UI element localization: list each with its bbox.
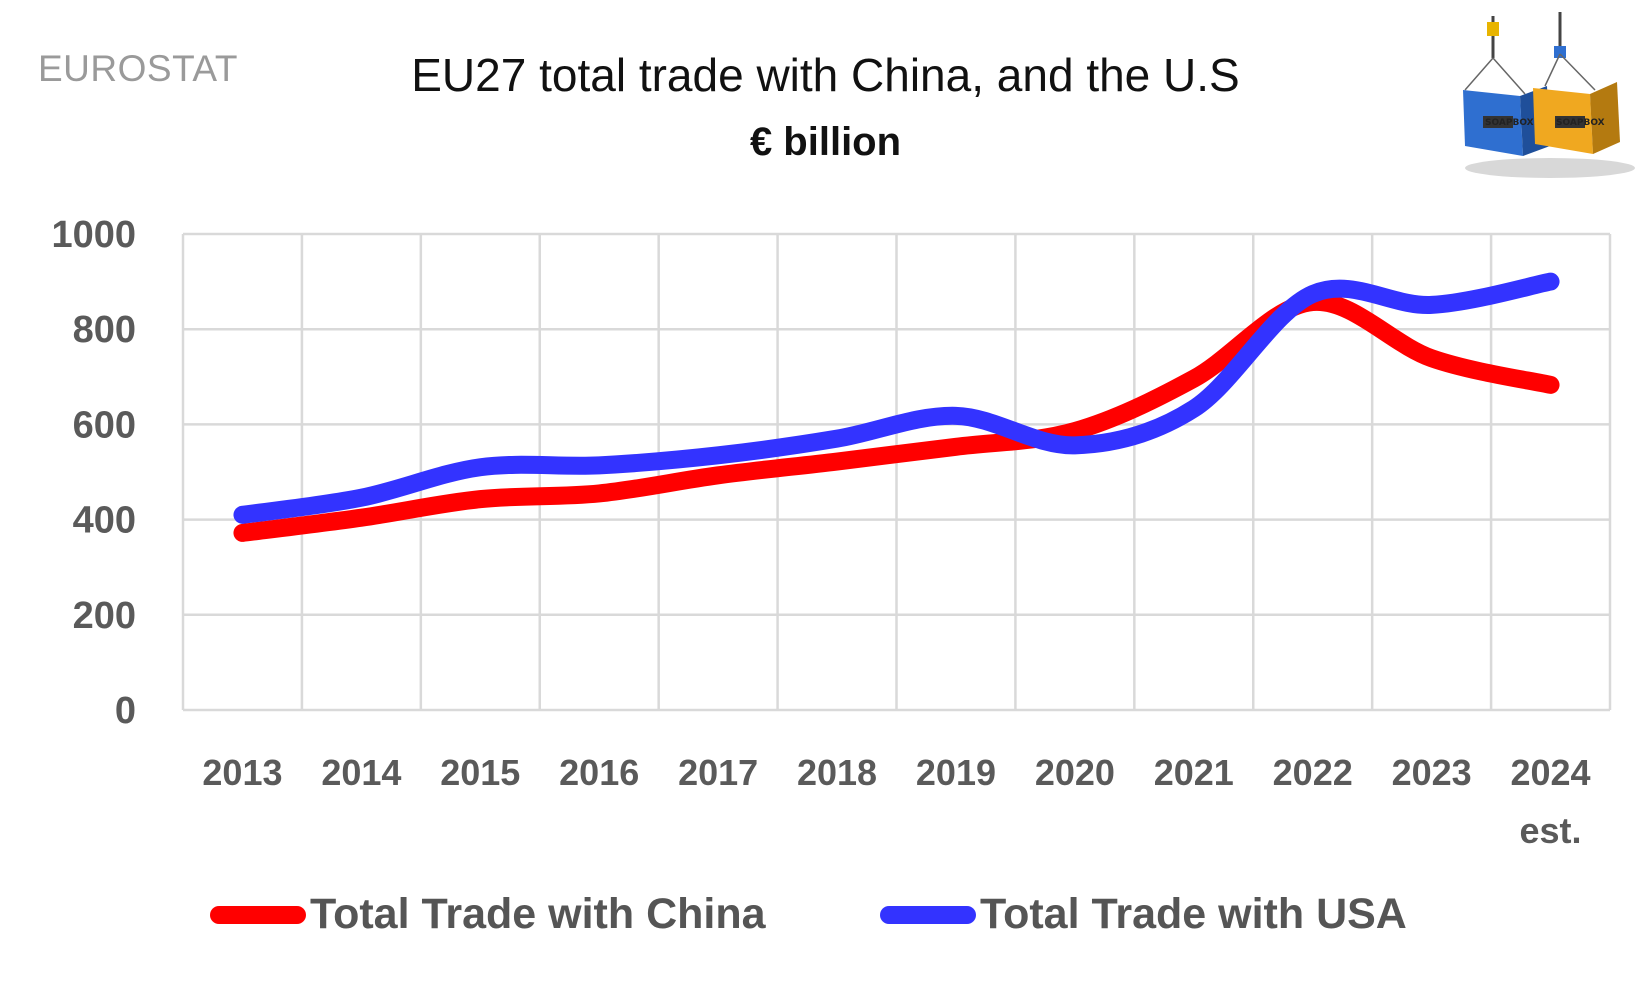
legend-swatch-china: [210, 905, 306, 924]
data-point-usa: [598, 464, 600, 466]
data-point-china: [1074, 430, 1076, 432]
series-line-china: [233, 293, 1560, 542]
x-tick-label: 2018: [797, 752, 877, 793]
series-lines: [233, 272, 1560, 542]
data-point-china: [955, 446, 957, 448]
y-tick-label: 600: [73, 404, 136, 446]
y-tick-label: 800: [73, 309, 136, 351]
data-point-usa: [241, 514, 243, 516]
data-point-china: [717, 474, 719, 476]
legend-item-china: Total Trade with China: [210, 890, 766, 939]
logo-text-left: SOAPBOX: [1485, 118, 1534, 128]
x-tick-label: 2020: [1035, 752, 1115, 793]
legend: Total Trade with China Total Trade with …: [0, 890, 1651, 950]
data-point-usa: [955, 415, 957, 417]
data-point-china: [241, 532, 243, 534]
data-point-china: [598, 492, 600, 494]
x-tick-label: 2021: [1154, 752, 1234, 793]
data-point-usa: [1431, 304, 1433, 306]
x-tick-label: 2013: [202, 752, 282, 793]
x-tick-label: 2023: [1392, 752, 1472, 793]
data-point-china: [836, 461, 838, 463]
data-point-usa: [479, 466, 481, 468]
data-point-usa: [1312, 293, 1314, 295]
data-point-china: [1550, 384, 1552, 386]
data-point-usa: [717, 454, 719, 456]
legend-item-usa: Total Trade with USA: [880, 890, 1407, 939]
legend-label-usa: Total Trade with USA: [980, 890, 1407, 938]
x-tick-label: 2024: [1510, 752, 1590, 793]
x-tick-label: 2022: [1273, 752, 1353, 793]
x-tick-label: 2017: [678, 752, 758, 793]
data-point-china: [360, 517, 362, 519]
y-axis-ticks: 0 200 400 600 800 1000: [51, 214, 136, 732]
data-point-usa: [1193, 408, 1195, 410]
data-point-china: [479, 498, 481, 500]
data-point-usa: [360, 497, 362, 499]
y-tick-label: 200: [73, 595, 136, 637]
series-line-usa: [233, 272, 1560, 524]
logo-text-right: SOAPBOX: [1556, 118, 1605, 128]
y-tick-label: 1000: [51, 214, 136, 256]
data-point-usa: [1550, 281, 1552, 283]
x-axis-ticks: 2013 2014 2015 2016 2017 2018 2019 2020 2021 2022…: [202, 752, 1590, 851]
shipping-containers-icon: SOAPBOX SOAPBOX: [1463, 12, 1635, 178]
data-point-usa: [1074, 444, 1076, 446]
x-tick-label: 2015: [440, 752, 520, 793]
data-point-usa: [836, 438, 838, 440]
chart-subtitle: € billion: [749, 120, 902, 164]
x-tick-label: 2016: [559, 752, 639, 793]
x-tick-label: 2019: [916, 752, 996, 793]
x-tick-label: 2014: [321, 752, 401, 793]
y-tick-label: 0: [115, 690, 136, 732]
source-label: EUROSTAT: [38, 48, 238, 89]
y-tick-label: 400: [73, 500, 136, 542]
data-point-china: [1431, 357, 1433, 359]
chart-title: EU27 total trade with China, and the U.S: [411, 49, 1240, 101]
legend-swatch-usa: [880, 905, 976, 924]
data-point-china: [1193, 378, 1195, 380]
legend-label-china: Total Trade with China: [310, 890, 766, 938]
x-tick-sublabel: est.: [1520, 810, 1582, 851]
